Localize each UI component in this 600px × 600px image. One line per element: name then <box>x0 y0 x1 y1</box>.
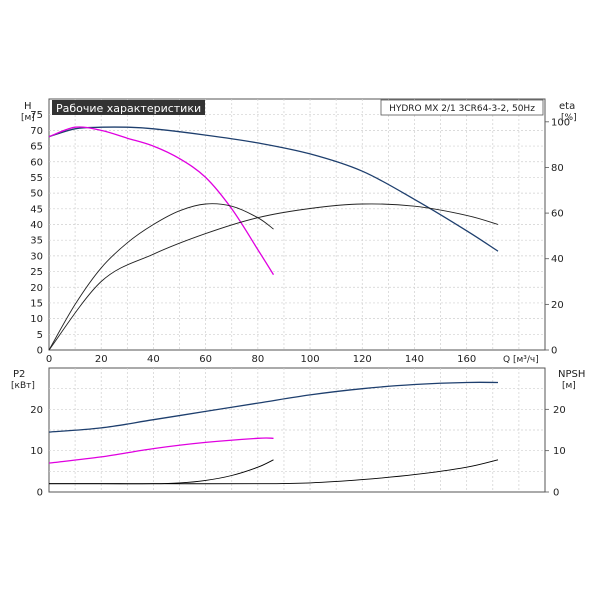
y-tick-label: 55 <box>30 173 43 184</box>
y-tick-label: 65 <box>30 142 43 153</box>
bottom-y-right-tick-labels: 0 10 20 <box>545 405 566 499</box>
x-tick-label: 40 <box>147 354 160 365</box>
y-right-tick-label: 20 <box>551 300 564 311</box>
y-right-tick-label: 40 <box>551 254 564 265</box>
top-panel: 0 20 40 60 80 100 120 140 160 0 5 10 15 20 25 30 35 40 45… <box>21 98 577 365</box>
y-axis-unit-left: [м] <box>21 113 35 123</box>
chart-title: Рабочие характеристики <box>56 102 201 115</box>
y-axis-label-left: H <box>24 101 32 112</box>
y-tick-label: 10 <box>30 314 43 325</box>
top-x-tick-labels: 0 20 40 60 80 100 120 140 160 <box>46 354 476 365</box>
y-tick-label: 25 <box>30 267 43 278</box>
y-right-tick-label: 0 <box>551 346 557 357</box>
x-tick-label: 160 <box>457 354 476 365</box>
p2-tick-label: 20 <box>30 405 43 416</box>
p2-axis-label: P2 <box>13 369 25 380</box>
chart-subtitle-box <box>380 99 544 116</box>
head-curve-series-2 <box>48 126 275 276</box>
npsh-curve-series-2 <box>49 459 499 485</box>
y-tick-label: 30 <box>30 251 43 262</box>
y-tick-label: 35 <box>30 236 43 247</box>
x-tick-label: 0 <box>46 354 52 365</box>
y-right-tick-label: 80 <box>551 163 564 174</box>
x-tick-label: 100 <box>301 354 320 365</box>
npsh-axis-unit: [м] <box>562 381 576 391</box>
y-tick-label: 45 <box>30 204 43 215</box>
bottom-y-tick-labels: 0 10 20 <box>30 405 43 499</box>
x-tick-label: 140 <box>405 354 424 365</box>
x-tick-label: 60 <box>199 354 212 365</box>
top-y-right-tick-labels: 0 20 40 60 80 100 <box>545 117 570 357</box>
head-curve-series-1 <box>48 126 499 252</box>
y-tick-label: 5 <box>37 330 43 341</box>
y-tick-label: 15 <box>30 298 43 309</box>
chart-title-box <box>52 100 205 115</box>
chart-subtitle: HYDRO MX 2/1 3CR64-3-2, 50Hz <box>389 104 535 114</box>
efficiency-curve-series-2 <box>48 203 274 351</box>
y-tick-label: 70 <box>30 126 43 137</box>
bottom-panel: 0 10 20 0 10 20 P2 [кВт] NPSH [м] <box>11 367 585 499</box>
power-curve-series-2 <box>48 437 274 464</box>
x-axis-label: Q [м³/ч] <box>503 355 539 365</box>
y-axis-label-right: eta <box>559 101 575 112</box>
bottom-grid <box>49 368 545 492</box>
y-tick-label: 60 <box>30 157 43 168</box>
p2-axis-unit: [кВт] <box>11 381 35 391</box>
x-tick-label: 20 <box>95 354 108 365</box>
x-tick-label: 120 <box>353 354 372 365</box>
npsh-tick-label: 0 <box>553 488 559 499</box>
npsh-tick-label: 10 <box>553 446 566 457</box>
p2-tick-label: 10 <box>30 446 43 457</box>
y-tick-label: 20 <box>30 283 43 294</box>
y-tick-label: 0 <box>37 346 43 357</box>
bottom-curves <box>48 381 499 485</box>
p2-tick-label: 0 <box>37 488 43 499</box>
npsh-tick-label: 20 <box>553 405 566 416</box>
npsh-axis-label: NPSH <box>558 369 585 380</box>
y-tick-label: 50 <box>30 189 43 200</box>
efficiency-curve-series-1 <box>48 203 499 351</box>
power-curve-series-1 <box>48 381 499 433</box>
y-tick-label: 40 <box>30 220 43 231</box>
x-tick-label: 80 <box>251 354 264 365</box>
y-right-tick-label: 100 <box>551 117 570 128</box>
top-grid <box>49 99 545 350</box>
y-right-tick-label: 60 <box>551 209 564 220</box>
top-curves <box>48 126 499 351</box>
y-tick-label: 75 <box>30 110 43 121</box>
y-axis-unit-right: [%] <box>561 113 577 123</box>
top-y-tick-labels: 0 5 10 15 20 25 30 35 40 45 50 55 60 65 70 75 <box>30 110 43 356</box>
